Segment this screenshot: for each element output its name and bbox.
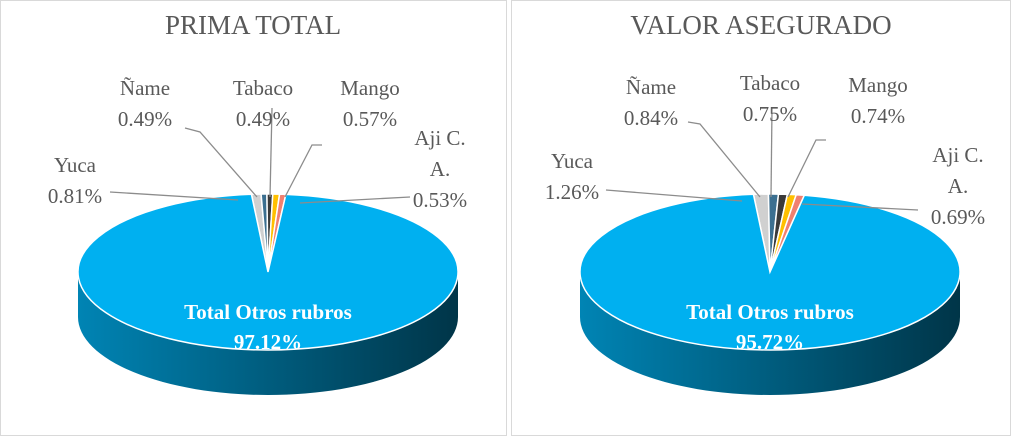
- leader-line: [269, 107, 273, 198]
- leader-line: [787, 139, 826, 198]
- leader-line: [801, 203, 919, 211]
- chart-title-text: VALOR ASEGURADO: [630, 10, 892, 40]
- leader-line: [770, 107, 773, 198]
- label-name: Yuca: [551, 149, 593, 173]
- label-name: Total Otros rubros: [184, 300, 352, 324]
- label-value: 0.74%: [850, 104, 906, 128]
- data-label: Ñame 0.49%: [105, 73, 185, 135]
- label-value: 0.84%: [623, 106, 679, 130]
- label-name: Mango: [848, 73, 908, 97]
- label-name: Mango: [340, 76, 400, 100]
- data-label: Aji C. A. 0.69%: [927, 140, 989, 233]
- data-label: Yuca 1.26%: [532, 146, 612, 208]
- leader-line: [284, 144, 322, 198]
- label-value: 95.72%: [735, 330, 805, 354]
- label-value: 0.75%: [742, 102, 798, 126]
- data-label: Mango 0.57%: [330, 73, 410, 135]
- data-label: Aji C. A. 0.53%: [409, 123, 471, 216]
- data-label: Yuca 0.81%: [35, 150, 115, 212]
- label-value: 0.81%: [47, 184, 103, 208]
- label-value: 0.49%: [235, 107, 291, 131]
- chart-title: PRIMA TOTAL: [165, 10, 341, 41]
- label-name: Aji C. A.: [932, 143, 984, 198]
- chart-panel: [0, 0, 507, 436]
- data-label: Tabaco 0.49%: [223, 73, 303, 135]
- label-name: Ñame: [119, 76, 171, 100]
- slice: [579, 193, 961, 351]
- label-name: Yuca: [54, 153, 96, 177]
- slice-side: [78, 272, 458, 395]
- data-label: Ñame 0.84%: [611, 72, 691, 134]
- label-value: 1.26%: [544, 180, 600, 204]
- data-label: Tabaco 0.75%: [730, 68, 810, 130]
- label-value: 97.12%: [233, 330, 303, 354]
- label-name: Tabaco: [232, 76, 294, 100]
- label-name: Ñame: [625, 75, 677, 99]
- leader-line: [299, 196, 411, 204]
- data-label: Mango 0.74%: [838, 70, 918, 132]
- data-label: Total Otros rubros 95.72%: [640, 297, 900, 357]
- chart-title-text: PRIMA TOTAL: [164, 10, 342, 40]
- data-label: Total Otros rubros 97.12%: [138, 297, 398, 357]
- slice: [77, 193, 459, 351]
- slice-side: [580, 272, 960, 395]
- label-name: Aji C. A.: [414, 126, 466, 181]
- label-value: 0.69%: [930, 205, 986, 229]
- label-name: Total Otros rubros: [686, 300, 854, 324]
- leader-line: [109, 191, 239, 201]
- label-value: 0.53%: [412, 188, 468, 212]
- leader-line: [184, 127, 258, 198]
- label-value: 0.49%: [117, 107, 173, 131]
- leader-line: [687, 121, 761, 198]
- chart-title: VALOR ASEGURADO: [630, 10, 891, 41]
- label-value: 0.57%: [342, 107, 398, 131]
- leader-line: [605, 189, 743, 202]
- label-name: Tabaco: [739, 71, 801, 95]
